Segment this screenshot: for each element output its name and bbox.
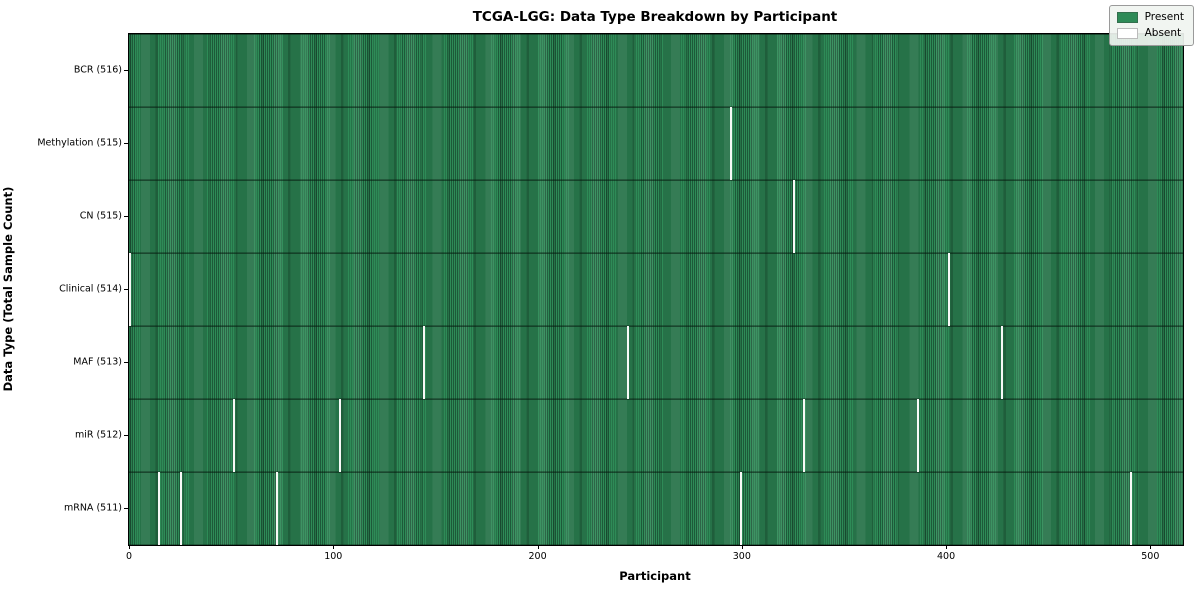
absent-mark (276, 472, 279, 545)
heatmap-row-CN (129, 180, 1183, 253)
y-tick-mark (124, 288, 128, 290)
x-tick-mark (333, 545, 335, 549)
y-tick-mark (124, 507, 128, 509)
absent-mark (792, 180, 795, 253)
absent-mark (1001, 326, 1004, 399)
chart-title: TCGA-LGG: Data Type Breakdown by Partici… (472, 9, 838, 25)
legend-label-present: Present (1144, 11, 1184, 23)
heatmap-row-MAF (129, 326, 1183, 399)
absent-mark (739, 472, 742, 545)
x-tick-mark (946, 545, 948, 549)
absent-mark (917, 399, 920, 472)
absent-mark (729, 107, 732, 180)
heatmap-row-BCR (129, 34, 1183, 107)
y-tick-mark (124, 142, 128, 144)
x-tick-label-0: 0 (125, 551, 133, 562)
absent-mark (803, 399, 806, 472)
y-tick-mark (124, 215, 128, 217)
x-tick-mark (129, 545, 131, 549)
y-tick-label-Methylation: Methylation (515) (37, 137, 122, 148)
y-tick-label-MAF: MAF (513) (73, 356, 122, 367)
y-tick-label-CN: CN (515) (79, 210, 122, 221)
y-tick-mark (124, 69, 128, 71)
legend-item-absent: Absent (1116, 27, 1184, 39)
absent-mark (339, 399, 342, 472)
absent-mark (129, 253, 131, 326)
x-tick-label-200: 200 (528, 551, 547, 562)
absent-mark (948, 253, 951, 326)
present-swatch-icon (1116, 12, 1138, 23)
x-tick-mark (1150, 545, 1152, 549)
legend-item-present: Present (1116, 11, 1184, 23)
y-tick-label-miR: miR (512) (74, 429, 122, 440)
x-axis-label: Participant (619, 569, 691, 583)
plot-area (128, 33, 1184, 546)
x-tick-label-300: 300 (732, 551, 751, 562)
x-tick-mark (741, 545, 743, 549)
absent-mark (627, 326, 630, 399)
y-tick-label-Clinical: Clinical (514) (59, 283, 122, 294)
absent-mark (1129, 472, 1132, 545)
x-tick-label-100: 100 (324, 551, 343, 562)
y-tick-label-mRNA: mRNA (511) (63, 502, 122, 513)
heatmap-row-Methylation (129, 107, 1183, 180)
y-tick-mark (124, 434, 128, 436)
x-tick-mark (537, 545, 539, 549)
legend: Present Absent (1108, 5, 1194, 46)
absent-swatch-icon (1116, 28, 1138, 39)
x-tick-label-500: 500 (1141, 551, 1160, 562)
heatmap-row-miR (129, 399, 1183, 472)
y-tick-mark (124, 361, 128, 363)
heatmap-row-mRNA (129, 472, 1183, 545)
x-tick-label-400: 400 (936, 551, 956, 562)
absent-mark (423, 326, 426, 399)
absent-mark (233, 399, 236, 472)
absent-mark (157, 472, 160, 545)
y-tick-label-BCR: BCR (516) (73, 64, 122, 75)
absent-mark (180, 472, 183, 545)
legend-label-absent: Absent (1144, 27, 1182, 39)
heatmap-row-Clinical (129, 253, 1183, 326)
